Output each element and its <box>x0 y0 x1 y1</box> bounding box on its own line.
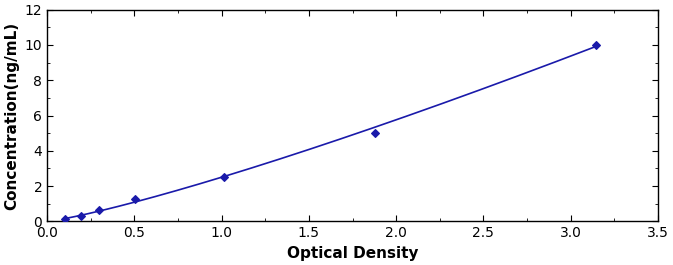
X-axis label: Optical Density: Optical Density <box>287 246 419 261</box>
Y-axis label: Concentration(ng/mL): Concentration(ng/mL) <box>4 21 19 210</box>
